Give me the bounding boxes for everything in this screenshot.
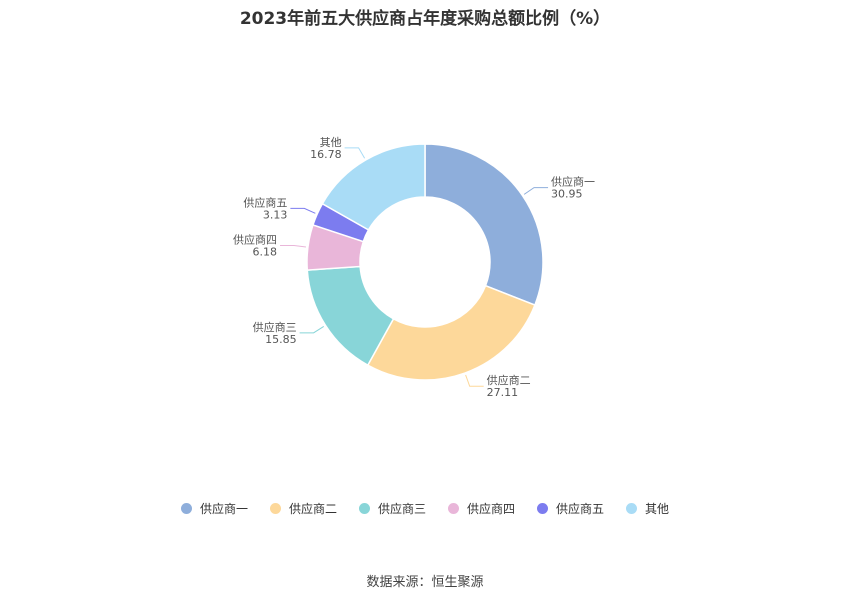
slice-label-name-4: 供应商四 bbox=[233, 232, 277, 246]
legend-item-supplier-5[interactable]: 供应商五 bbox=[537, 500, 604, 517]
slice-label-name-2: 供应商二 bbox=[487, 373, 531, 387]
legend-swatch bbox=[626, 503, 638, 514]
legend-label: 供应商一 bbox=[199, 502, 248, 516]
slice-label-value-5: 3.13 bbox=[263, 208, 288, 221]
leader-line-1 bbox=[523, 187, 549, 195]
legend-item-other[interactable]: 其他 bbox=[626, 500, 669, 517]
slice-label-value-2: 27.11 bbox=[487, 386, 519, 399]
chart-title: 2023年前五大供应商占年度采购总额比例（%） bbox=[239, 9, 611, 29]
leader-line-3 bbox=[299, 325, 325, 334]
slice-label-value-1: 30.95 bbox=[551, 188, 583, 201]
legend-label: 供应商三 bbox=[377, 502, 426, 516]
legend-item-supplier-3[interactable]: 供应商三 bbox=[358, 500, 426, 517]
legend-label: 供应商四 bbox=[467, 502, 516, 516]
legend-item-supplier-1[interactable]: 供应商一 bbox=[180, 500, 248, 517]
legend-item-supplier-4[interactable]: 供应商四 bbox=[448, 500, 515, 517]
leader-line-2 bbox=[465, 374, 484, 387]
slice-label-value-3: 15.85 bbox=[265, 333, 297, 346]
leader-line-6 bbox=[344, 147, 366, 159]
data-source: 数据来源：恒生聚源 bbox=[366, 575, 484, 590]
leader-line-5 bbox=[290, 207, 316, 214]
slice-label-name-1: 供应商一 bbox=[551, 175, 595, 189]
pie-slice-1[interactable] bbox=[424, 143, 544, 307]
legend-swatch bbox=[269, 503, 281, 514]
slice-label-name-3: 供应商三 bbox=[253, 320, 297, 334]
legend-swatch bbox=[448, 503, 459, 514]
legend-item-supplier-2[interactable]: 供应商二 bbox=[269, 500, 337, 517]
leader-line-4 bbox=[280, 244, 307, 248]
pie-slice-6[interactable] bbox=[321, 143, 426, 231]
pie-slice-2[interactable] bbox=[366, 284, 536, 381]
slice-label-name-6: 其他 bbox=[320, 136, 342, 149]
legend-label: 供应商五 bbox=[556, 502, 605, 516]
legend-swatch bbox=[537, 503, 549, 514]
slice-label-value-4: 6.18 bbox=[253, 245, 278, 258]
legend-swatch bbox=[358, 503, 370, 514]
legend-swatch bbox=[180, 503, 192, 514]
legend-label: 其他 bbox=[645, 502, 670, 516]
legend-label: 供应商二 bbox=[288, 502, 337, 516]
slice-label-value-6: 16.78 bbox=[310, 148, 342, 161]
slice-label-name-5: 供应商五 bbox=[243, 195, 287, 209]
legend: 供应商一 供应商二 供应商三 供应商四 供应商五 其他 bbox=[0, 500, 850, 517]
